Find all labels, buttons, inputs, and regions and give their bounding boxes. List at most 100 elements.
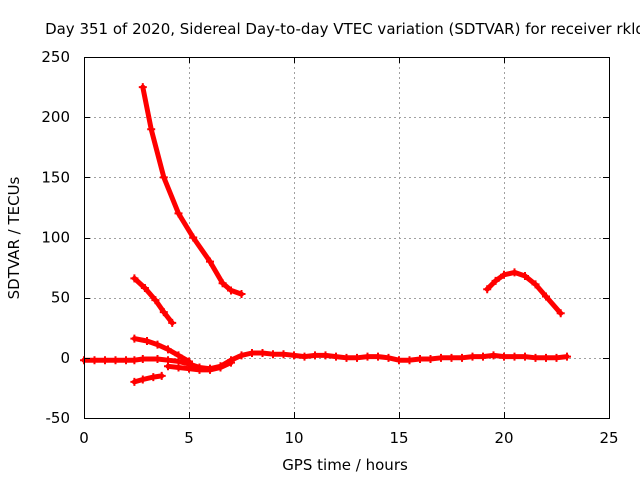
data-point: [140, 284, 149, 293]
data-point: [138, 375, 147, 384]
y-tick-label: 200: [41, 108, 70, 126]
series-evening-arc: [484, 269, 564, 316]
data-point: [531, 280, 540, 289]
data-point: [500, 270, 508, 279]
data-point: [363, 352, 372, 361]
data-point: [479, 352, 487, 361]
data-point: [342, 353, 351, 362]
data-point: [122, 356, 130, 365]
data-point: [279, 350, 288, 359]
data-point: [269, 350, 277, 359]
data-point: [500, 352, 508, 361]
data-point: [510, 352, 519, 361]
data-point: [227, 358, 235, 367]
data-point: [237, 351, 246, 360]
series-high-arc: [140, 84, 244, 297]
data-point: [174, 363, 183, 372]
data-point: [321, 351, 330, 360]
data-point: [332, 352, 340, 361]
x-tick-label: 10: [284, 429, 303, 447]
data-point: [353, 353, 361, 362]
data-point: [90, 356, 99, 365]
data-point: [138, 355, 147, 364]
data-point: [143, 336, 151, 345]
data-point: [491, 276, 500, 285]
data-point: [563, 352, 571, 361]
data-point: [426, 355, 435, 364]
data-point: [138, 83, 147, 92]
data-point: [447, 353, 456, 362]
data-point: [542, 292, 550, 301]
data-point: [149, 373, 158, 382]
data-point: [416, 355, 424, 364]
data-point: [510, 268, 519, 277]
data-point: [130, 356, 139, 365]
series-lower-low: [131, 373, 165, 385]
data-point: [237, 290, 246, 299]
data-point: [216, 363, 225, 372]
x-tick-label: 15: [389, 429, 408, 447]
data-point: [153, 355, 162, 364]
data-point: [531, 353, 540, 362]
data-point: [218, 279, 227, 288]
x-axis-title: GPS time / hours: [282, 456, 408, 474]
data-point: [157, 371, 166, 380]
data-point: [227, 286, 235, 295]
data-point: [164, 362, 172, 371]
data-point: [174, 209, 183, 218]
data-point: [189, 233, 198, 242]
x-tick-label: 25: [599, 429, 618, 447]
x-tick-label: 0: [79, 429, 89, 447]
data-point: [153, 340, 162, 349]
y-tick-label: 250: [41, 48, 70, 66]
x-axis-ticks: 0 5 10 15 20 25: [79, 57, 619, 447]
data-point: [483, 285, 492, 294]
y-tick-label: 100: [41, 229, 70, 247]
data-point: [542, 353, 550, 362]
y-axis-ticks: -50 0 50 100 150 200 250: [41, 48, 609, 427]
data-point: [468, 352, 477, 361]
y-tick-label: 50: [51, 289, 70, 307]
x-tick-label: 20: [494, 429, 513, 447]
data-point: [147, 125, 156, 134]
data-point: [552, 353, 561, 362]
data-point: [521, 272, 529, 281]
data-point: [185, 364, 193, 373]
data-point: [521, 352, 529, 361]
data-series-group: [80, 83, 571, 386]
data-point: [556, 309, 565, 318]
data-point: [437, 353, 445, 362]
data-point: [195, 365, 204, 374]
chart-title: Day 351 of 2020, Sidereal Day-to-day VTE…: [45, 20, 640, 38]
data-point: [458, 353, 466, 362]
data-point: [300, 352, 309, 361]
data-point: [151, 296, 160, 305]
data-point: [159, 173, 168, 182]
data-point: [395, 356, 403, 365]
data-point: [130, 334, 139, 343]
data-point: [111, 356, 120, 365]
data-point: [384, 353, 393, 362]
data-point: [130, 274, 139, 283]
data-point: [405, 356, 414, 365]
data-point: [101, 356, 109, 365]
data-point: [168, 318, 177, 327]
data-point: [311, 351, 319, 360]
data-point: [206, 365, 214, 374]
data-point: [164, 345, 172, 354]
data-point: [130, 377, 139, 386]
data-point: [258, 349, 267, 358]
data-point: [290, 351, 298, 360]
y-tick-label: -50: [46, 409, 71, 427]
data-point: [374, 352, 382, 361]
y-tick-label: 0: [60, 349, 70, 367]
data-point: [159, 308, 168, 317]
grid-lines: [84, 57, 609, 418]
data-point: [206, 257, 214, 266]
data-point: [489, 351, 498, 360]
y-tick-label: 150: [41, 168, 70, 186]
data-point: [248, 349, 256, 358]
x-tick-label: 5: [184, 429, 194, 447]
y-axis-title: SDTVAR / TECUs: [5, 176, 23, 299]
